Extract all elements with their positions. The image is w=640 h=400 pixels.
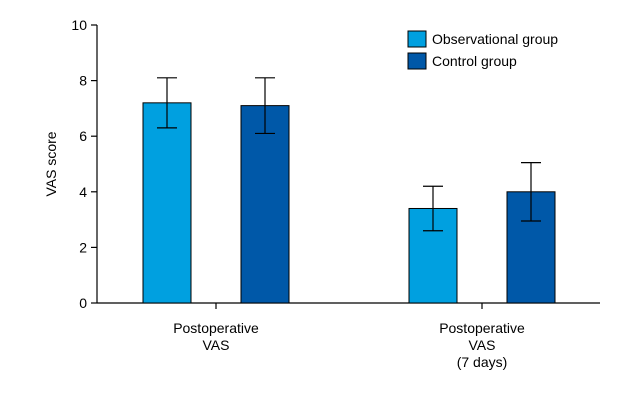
legend: Observational group Control group xyxy=(407,30,558,70)
bar xyxy=(240,105,290,304)
y-tick-label: 4 xyxy=(79,184,87,200)
x-category-label: VAS xyxy=(203,337,230,353)
bars xyxy=(142,102,556,304)
bar xyxy=(142,102,192,304)
y-axis-title: VAS score xyxy=(43,131,59,196)
x-category-label: Postoperative xyxy=(439,320,525,336)
y-tick-label: 8 xyxy=(79,73,87,89)
y-tick-label: 2 xyxy=(79,239,87,255)
error-bars xyxy=(157,77,541,232)
y-tick-label: 0 xyxy=(79,295,87,311)
x-category-label: VAS xyxy=(469,337,496,353)
legend-label: Observational group xyxy=(432,31,558,47)
legend-swatch xyxy=(407,52,427,70)
x-category-label: (7 days) xyxy=(457,354,508,370)
legend-swatch xyxy=(407,30,427,48)
y-tick-label: 10 xyxy=(71,17,87,33)
y-tick-label: 6 xyxy=(79,128,87,144)
legend-label: Control group xyxy=(432,53,517,69)
x-category-label: Postoperative xyxy=(173,320,259,336)
